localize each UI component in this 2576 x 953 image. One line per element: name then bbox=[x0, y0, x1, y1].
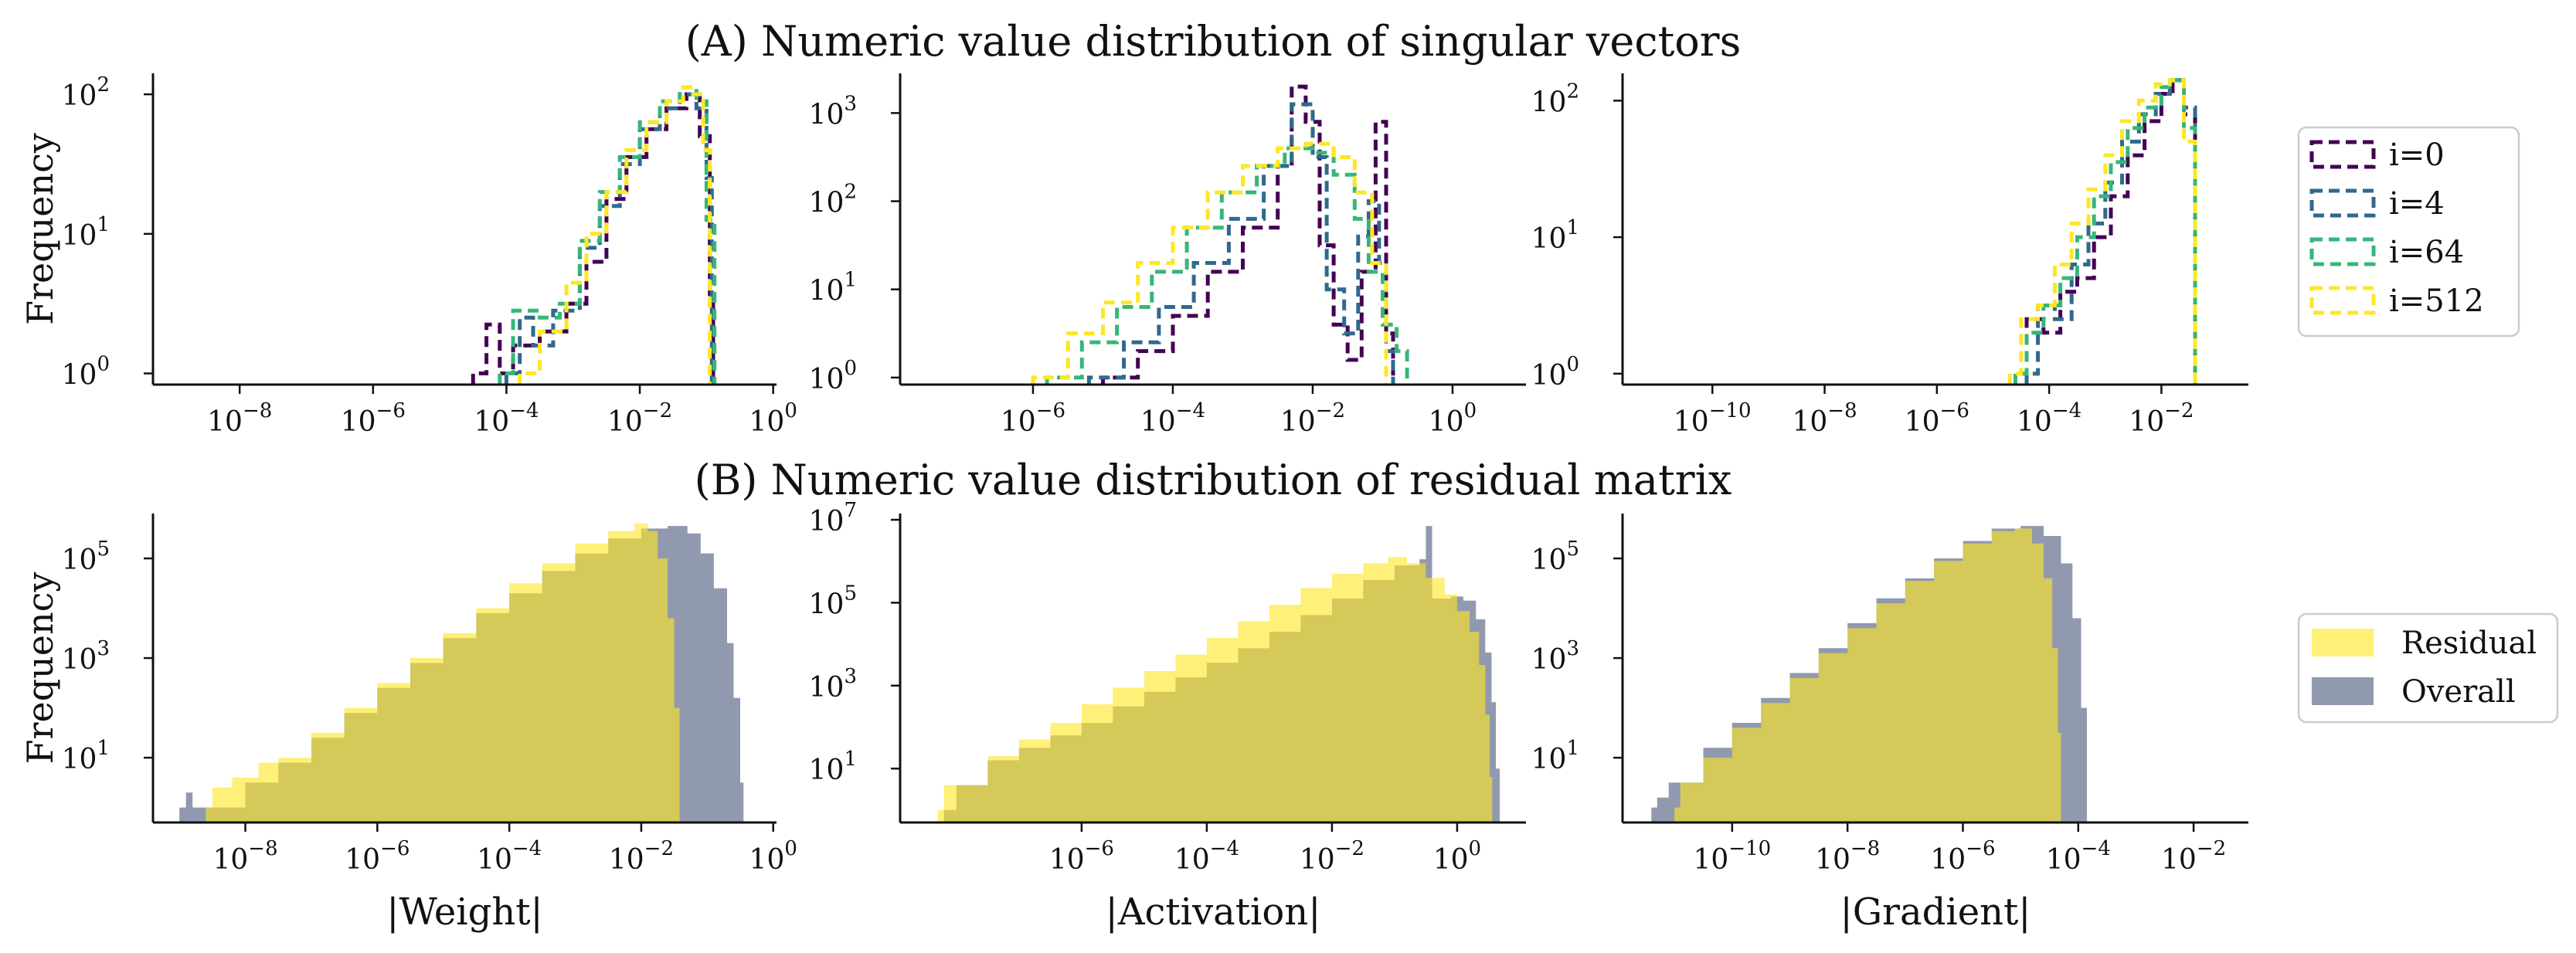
panel-A2: 10−6 10−4 10−2 100 100 101 102 103 bbox=[809, 73, 1526, 438]
row-title-b: (B) Numeric value distribution of residu… bbox=[695, 456, 1732, 504]
x-tick-label: 10−4 bbox=[2017, 399, 2082, 438]
x-tick-label: 10−6 bbox=[345, 837, 410, 876]
hist-residual-B1 bbox=[206, 523, 680, 822]
x-tick-label: 10−6 bbox=[1905, 399, 1969, 438]
hist-i-0-A3 bbox=[2014, 78, 2197, 385]
x-tick-label: 10−2 bbox=[2129, 399, 2194, 438]
y-tick-label: 100 bbox=[62, 353, 110, 392]
legend-swatch bbox=[2312, 629, 2374, 656]
hist-i-512-A3 bbox=[2007, 78, 2197, 385]
hist-i-4-A1 bbox=[504, 92, 714, 385]
x-tick-label: 100 bbox=[749, 837, 797, 876]
x-tick-label: 10−2 bbox=[2161, 837, 2226, 876]
panel-B3: 10−10 10−8 10−6 10−4 10−2 101 103 105 |Gradient| bbox=[1531, 514, 2248, 934]
hist-i-0-A1 bbox=[471, 92, 715, 385]
x-tick-label: 10−2 bbox=[1300, 837, 1364, 876]
hist-residual-B2 bbox=[937, 557, 1493, 822]
legend-swatch bbox=[2309, 237, 2376, 266]
x-axis-label: |Activation| bbox=[1106, 890, 1321, 934]
x-axis-label: |Gradient| bbox=[1840, 890, 2031, 934]
y-tick-label: 100 bbox=[809, 357, 857, 395]
x-axis-label: |Weight| bbox=[386, 890, 542, 934]
x-tick-label: 10−10 bbox=[1674, 399, 1752, 438]
x-tick-label: 10−2 bbox=[607, 399, 672, 438]
legend-swatch bbox=[2309, 286, 2376, 315]
x-tick-label: 10−4 bbox=[477, 837, 542, 876]
hist-i-512-A1 bbox=[518, 85, 712, 385]
legend-swatch bbox=[2309, 140, 2376, 169]
x-tick-label: 10−4 bbox=[474, 399, 539, 438]
x-tick-label: 100 bbox=[1429, 399, 1477, 438]
y-tick-label: 100 bbox=[1531, 353, 1579, 392]
hist-i-64-A3 bbox=[2014, 78, 2197, 385]
panel-A3: 10−10 10−8 10−6 10−4 10−2 100 101 102 bbox=[1531, 73, 2248, 438]
hist-i-0-A2 bbox=[1101, 84, 1395, 385]
y-tick-label: 101 bbox=[1531, 216, 1579, 255]
legend-label: Residual bbox=[2401, 626, 2537, 661]
x-tick-label: 10−8 bbox=[207, 399, 272, 438]
hist-residual-B3 bbox=[1674, 528, 2061, 822]
x-tick-label: 10−2 bbox=[1280, 399, 1345, 438]
y-tick-label: 101 bbox=[809, 269, 857, 307]
x-tick-label: 10−4 bbox=[2046, 837, 2111, 876]
y-tick-label: 103 bbox=[62, 637, 110, 676]
legend-swatch bbox=[2309, 188, 2376, 218]
x-tick-label: 10−6 bbox=[341, 399, 406, 438]
y-tick-label: 102 bbox=[62, 73, 110, 112]
legend-swatch bbox=[2312, 677, 2374, 705]
legend-label: i=512 bbox=[2389, 283, 2484, 319]
legend-top: i=0 i=4 i=64 i=512 bbox=[2297, 126, 2520, 337]
x-tick-label: 10−8 bbox=[212, 837, 277, 876]
x-tick-label: 10−8 bbox=[1792, 399, 1857, 438]
x-tick-label: 10−8 bbox=[1815, 837, 1880, 876]
legend-bottom: Residual Overall bbox=[2297, 612, 2559, 724]
legend-frame bbox=[2297, 126, 2520, 337]
y-tick-label: 105 bbox=[1531, 538, 1579, 576]
y-axis-label: Frequency bbox=[19, 133, 61, 325]
legend-label: i=64 bbox=[2389, 235, 2464, 270]
legend-label: i=4 bbox=[2389, 186, 2445, 222]
x-tick-label: 100 bbox=[749, 399, 797, 438]
y-tick-label: 105 bbox=[809, 582, 857, 620]
x-tick-label: 10−4 bbox=[1140, 399, 1205, 438]
y-tick-label: 101 bbox=[62, 213, 110, 252]
hist-i-64-A2 bbox=[1045, 146, 1409, 385]
y-tick-label: 105 bbox=[62, 538, 110, 576]
y-tick-label: 102 bbox=[809, 181, 857, 219]
y-tick-label: 101 bbox=[809, 748, 857, 786]
y-tick-label: 101 bbox=[1531, 737, 1579, 775]
hist-i-64-A1 bbox=[498, 85, 717, 385]
x-tick-label: 10−2 bbox=[609, 837, 674, 876]
y-tick-label: 103 bbox=[809, 665, 857, 704]
panels: 10−8 10−6 10−4 10−2 100100101102Frequency10−… bbox=[19, 73, 2248, 934]
y-tick-label: 102 bbox=[1531, 80, 1579, 118]
x-tick-label: 10−6 bbox=[1930, 837, 1995, 876]
x-tick-label: 10−6 bbox=[1049, 837, 1114, 876]
hist-i-512-A2 bbox=[1031, 141, 1388, 385]
legend-label: i=0 bbox=[2389, 137, 2445, 173]
x-tick-label: 10−6 bbox=[1001, 399, 1065, 438]
y-tick-label: 101 bbox=[62, 737, 110, 775]
x-tick-label: 10−10 bbox=[1693, 837, 1771, 876]
panel-B2: 10−6 10−4 10−2 100 101 103 105 107 |Activation| bbox=[809, 499, 1526, 934]
x-tick-label: 10−4 bbox=[1174, 837, 1239, 876]
row-title-a: (A) Numeric value distribution of singul… bbox=[685, 17, 1742, 66]
y-tick-label: 107 bbox=[809, 499, 857, 538]
hist-i-4-A2 bbox=[1086, 102, 1395, 385]
legend-label: Overall bbox=[2401, 674, 2516, 710]
y-axis-label: Frequency bbox=[19, 572, 61, 765]
y-tick-label: 103 bbox=[809, 92, 857, 131]
x-tick-label: 100 bbox=[1433, 837, 1481, 876]
y-tick-label: 103 bbox=[1531, 637, 1579, 676]
